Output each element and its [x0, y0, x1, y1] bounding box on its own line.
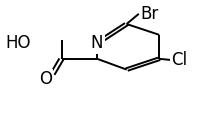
Text: Cl: Cl [171, 51, 187, 69]
Text: Br: Br [141, 5, 159, 23]
Text: HO: HO [5, 34, 31, 52]
Text: N: N [91, 34, 103, 52]
Text: O: O [39, 70, 52, 88]
